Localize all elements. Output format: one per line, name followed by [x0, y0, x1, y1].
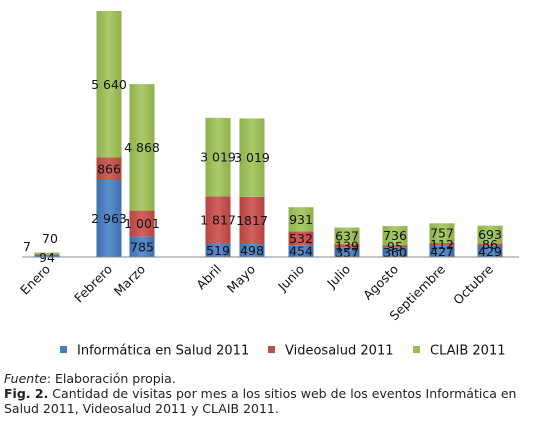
data-label-febrero-videosalud-2011: 866: [97, 161, 121, 176]
bar-septiembre-videosalud-2011: [429, 242, 455, 246]
category-label-marzo: Marzo: [111, 262, 148, 299]
legend-label-videosalud-2011: Videosalud 2011: [285, 344, 393, 359]
data-label-junio-videosalud-2011: 532: [289, 231, 313, 246]
figure-description: Fig. 2. Cantidad de visitas por mes a lo…: [4, 386, 550, 416]
bar-abril-claib-2011: [205, 117, 231, 197]
bar-junio-videosalud-2011: [288, 231, 314, 246]
data-label-abril-informatica-en-salud-2011: 519: [206, 243, 230, 258]
data-label-marzo-videosalud-2011: 1 001: [124, 216, 160, 231]
bars-group: [34, 11, 503, 257]
bar-febrero-videosalud-2011: [96, 157, 122, 181]
bar-julio-informatica-en-salud-2011: [334, 247, 360, 257]
bar-mayo-claib-2011: [239, 118, 265, 197]
bar-febrero-claib-2011: [96, 11, 122, 158]
bar-agosto-claib-2011: [382, 226, 408, 246]
data-label-junio-informatica-en-salud-2011: 454: [289, 244, 313, 259]
data-label-septiembre-informatica-en-salud-2011: 427: [430, 244, 454, 259]
data-label-agosto-informatica-en-salud-2011: 360: [383, 245, 407, 260]
category-label-abril: Abril: [193, 262, 224, 293]
data-label-enero-videosalud-2011: 7: [23, 239, 31, 254]
legend-swatch-informatica-en-salud-2011: [60, 346, 67, 353]
bar-marzo-claib-2011: [129, 84, 155, 211]
data-label-abril-claib-2011: 3 019: [200, 150, 236, 165]
source-label: Fuente: [4, 371, 47, 386]
data-label-mayo-videosalud-2011: 1817: [236, 213, 268, 228]
data-label-septiembre-claib-2011: 757: [430, 226, 454, 241]
data-label-mayo-claib-2011: 3 019: [234, 150, 270, 165]
bar-mayo-informatica-en-salud-2011: [239, 244, 265, 257]
bar-marzo-informatica-en-salud-2011: [129, 236, 155, 257]
legend-swatch-videosalud-2011: [268, 346, 275, 353]
bar-agosto-informatica-en-salud-2011: [382, 247, 408, 257]
category-label-mayo: Mayo: [224, 262, 258, 296]
bar-mayo-videosalud-2011: [239, 196, 265, 245]
category-label-agosto: Agosto: [360, 262, 401, 303]
legend-swatch-claib-2011: [413, 346, 420, 353]
data-label-agosto-claib-2011: 736: [383, 228, 407, 243]
bar-abril-informatica-en-salud-2011: [205, 243, 231, 257]
legend-label-claib-2011: CLAIB 2011: [430, 344, 505, 359]
bar-septiembre-informatica-en-salud-2011: [429, 245, 455, 257]
bar-agosto-videosalud-2011: [382, 245, 408, 248]
data-label-agosto-videosalud-2011: 95: [387, 239, 403, 254]
bar-octubre-videosalud-2011: [477, 243, 503, 246]
bar-octubre-informatica-en-salud-2011: [477, 245, 503, 257]
bar-octubre-claib-2011: [477, 225, 503, 244]
bar-abril-videosalud-2011: [205, 196, 231, 244]
bar-marzo-videosalud-2011: [129, 210, 155, 237]
data-label-julio-claib-2011: 637: [335, 228, 359, 243]
bar-septiembre-claib-2011: [429, 223, 455, 243]
source-text: : Elaboración propia.: [46, 371, 176, 386]
figure-number: Fig. 2.: [4, 386, 49, 401]
category-label-octubre: Octubre: [450, 261, 496, 307]
data-label-octubre-informatica-en-salud-2011: 429: [478, 244, 502, 259]
category-label-junio: Junio: [274, 262, 307, 295]
bar-enero-videosalud-2011: [34, 254, 60, 255]
data-label-mayo-informatica-en-salud-2011: 498: [240, 243, 264, 258]
data-label-abril-videosalud-2011: 1 817: [200, 212, 236, 227]
bar-febrero-informatica-en-salud-2011: [96, 180, 122, 257]
category-label-enero: Enero: [17, 262, 53, 298]
legend-label-informatica-en-salud-2011: Informática en Salud 2011: [77, 344, 249, 359]
figure-caption: Fuente: Elaboración propia. Fig. 2. Cant…: [4, 371, 550, 416]
bar-enero-informatica-en-salud-2011: [34, 254, 60, 257]
bar-junio-claib-2011: [288, 207, 314, 232]
data-label-febrero-informatica-en-salud-2011: 2 963: [91, 211, 127, 226]
data-label-septiembre-videosalud-2011: 112: [430, 237, 454, 252]
data-label-marzo-informatica-en-salud-2011: 785: [130, 239, 154, 254]
bar-julio-videosalud-2011: [334, 244, 360, 248]
category-label-febrero: Febrero: [71, 262, 115, 306]
data-label-marzo-claib-2011: 4 868: [124, 140, 160, 155]
figure-text: Cantidad de visitas por mes a los sitios…: [4, 386, 517, 416]
data-label-octubre-claib-2011: 693: [478, 227, 502, 242]
data-label-enero-claib-2011: 70: [42, 231, 58, 246]
category-label-julio: Julio: [323, 262, 353, 292]
source-line: Fuente: Elaboración propia.: [4, 371, 550, 386]
bar-enero-claib-2011: [34, 252, 60, 255]
data-label-julio-videosalud-2011: 139: [335, 238, 359, 253]
data-label-octubre-videosalud-2011: 86: [482, 237, 498, 252]
data-label-febrero-claib-2011: 5 640: [91, 77, 127, 92]
bar-junio-informatica-en-salud-2011: [288, 245, 314, 257]
data-label-julio-informatica-en-salud-2011: 357: [335, 245, 359, 260]
bar-julio-claib-2011: [334, 227, 360, 245]
data-label-junio-claib-2011: 931: [289, 212, 313, 227]
legend: Informática en Salud 2011 Videosalud 2011…: [60, 344, 505, 359]
